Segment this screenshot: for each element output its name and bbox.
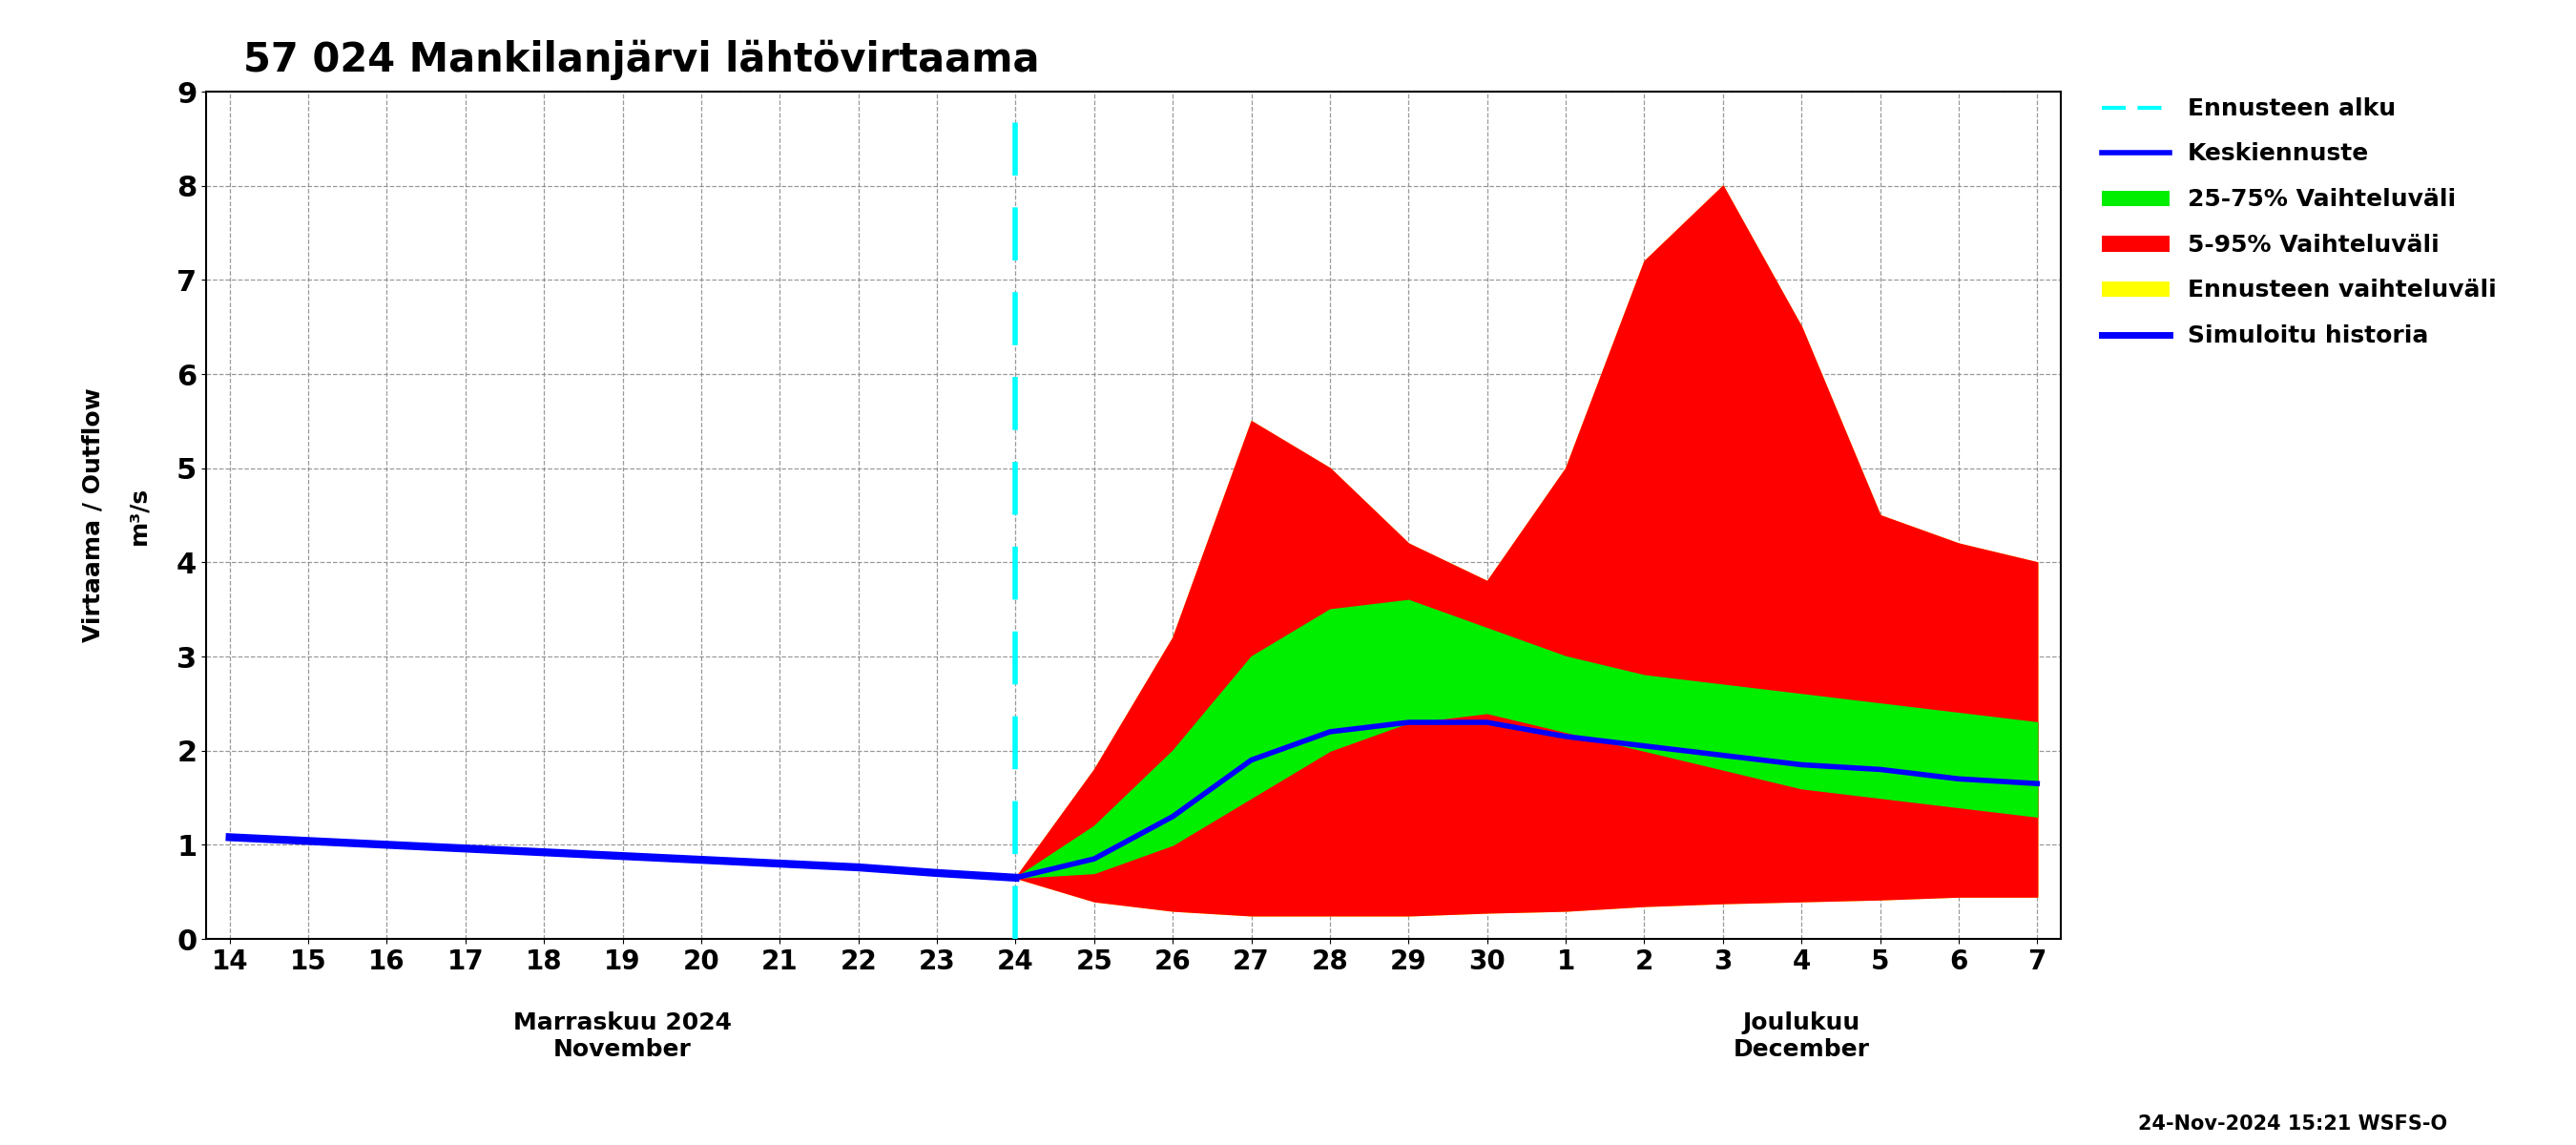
- Text: Joulukuu
December: Joulukuu December: [1734, 1012, 1870, 1061]
- Legend: Ennusteen alku, Keskiennuste, 25-75% Vaihteluväli, 5-95% Vaihteluväli, Ennusteen: Ennusteen alku, Keskiennuste, 25-75% Vai…: [2092, 86, 2506, 358]
- Text: Virtaama / Outflow: Virtaama / Outflow: [82, 388, 103, 642]
- Text: m³/s: m³/s: [129, 487, 149, 544]
- Text: 24-Nov-2024 15:21 WSFS-O: 24-Nov-2024 15:21 WSFS-O: [2138, 1114, 2447, 1134]
- Text: Marraskuu 2024
November: Marraskuu 2024 November: [513, 1012, 732, 1061]
- Text: 57 024 Mankilanjärvi lähtövirtaama: 57 024 Mankilanjärvi lähtövirtaama: [242, 40, 1038, 80]
